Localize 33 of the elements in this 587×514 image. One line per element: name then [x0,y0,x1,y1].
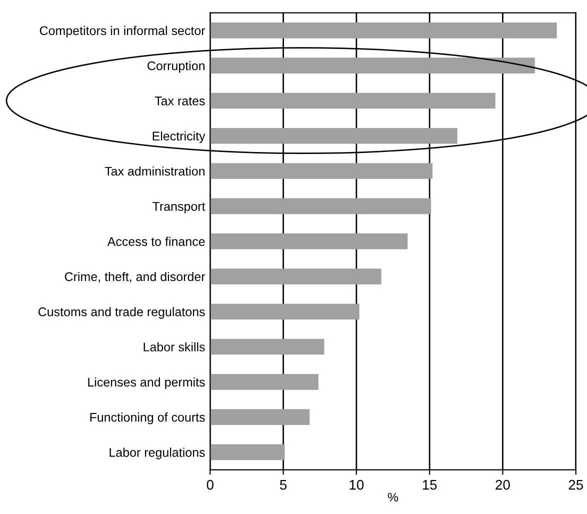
y-tick-label: Access to finance [107,236,205,246]
y-tick-label: Transport [152,202,206,214]
bar [210,92,496,109]
y-tick-label: Corruption [148,61,204,73]
y-tick-label: Labor regulations [110,448,205,460]
bar [210,163,432,179]
y-tick-label: Electricity [152,131,206,143]
bar [210,444,285,460]
bar [210,233,408,250]
y-tick-label: Functioning of courts [90,412,205,424]
x-tick-label: 10 [350,480,364,490]
bar [210,22,557,38]
bar [210,198,432,214]
y-tick-label: Licenses and permits [88,377,205,390]
y-tick-label: Tax administration [104,166,204,176]
bar [210,304,360,320]
bar [210,128,458,144]
y-tick-label: Crime, theft, and disorder [64,272,206,283]
y-tick-label: Tax rates [154,96,205,106]
bar [210,268,382,284]
y-tick-label: Labor skills [144,342,205,352]
bar [210,338,324,355]
bar [210,58,535,74]
x-tick-label: 0 [206,480,214,490]
bar [210,374,318,390]
y-tick-label: Competitors in informal sector [40,26,206,38]
x-tick-label: 20 [496,480,510,490]
x-tick-label: 25 [568,480,583,490]
x-axis-title: % [388,492,398,502]
x-tick-label: 15 [422,480,437,490]
bar [210,409,310,425]
x-tick-label: 5 [280,480,287,490]
y-tick-label: Customs and trade regulatons [38,307,205,319]
